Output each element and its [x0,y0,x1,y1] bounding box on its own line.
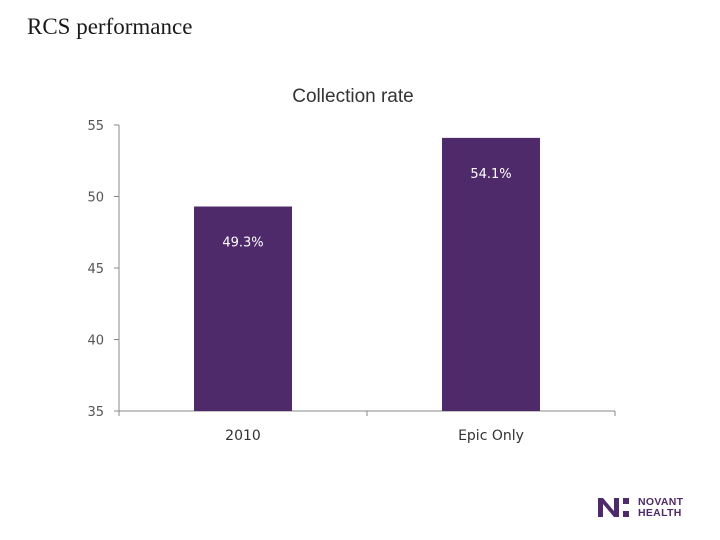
y-tick-label: 40 [87,334,104,349]
y-tick-label: 35 [87,405,104,420]
data-label: 54.1% [470,167,511,182]
x-tick-label: Epic Only [458,428,524,444]
data-label: 49.3% [222,236,263,251]
logo-line-1: NOVANT [638,496,684,508]
novant-n-icon [598,498,629,517]
novant-health-logo: NOVANT HEALTH [598,494,698,522]
bar [442,137,540,411]
logo-line-2: HEALTH [638,506,682,519]
bar [194,206,292,411]
y-tick-label: 45 [87,262,104,277]
chart-title: Collection rate [292,86,413,107]
chart-bars [194,137,540,411]
y-tick-label: 50 [87,191,104,206]
slide-title: RCS performance [27,14,193,39]
chart-labels: 49.3% 2010 54.1% Epic Only [222,167,524,444]
y-tick-label: 55 [87,119,104,134]
x-tick-label: 2010 [225,428,261,444]
